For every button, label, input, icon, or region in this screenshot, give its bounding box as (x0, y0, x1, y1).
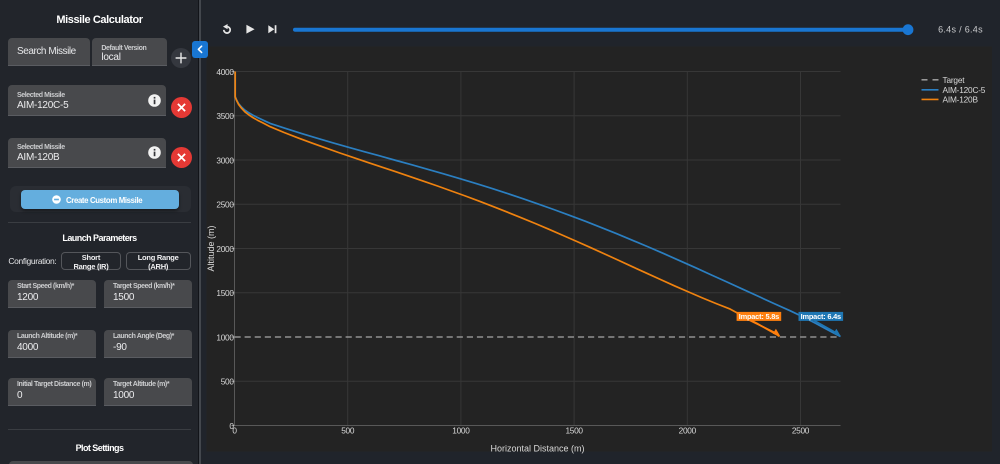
svg-text:AIM-120B: AIM-120B (943, 94, 979, 104)
svg-text:2500: 2500 (792, 425, 810, 435)
svg-text:Impact: 5.8s: Impact: 5.8s (739, 312, 779, 321)
svg-text:2000: 2000 (216, 244, 234, 254)
svg-text:Target: Target (943, 75, 966, 85)
svg-text:0: 0 (229, 421, 234, 431)
svg-text:500: 500 (221, 377, 235, 387)
svg-text:6.4s / 6.4s: 6.4s / 6.4s (938, 25, 983, 35)
svg-text:AIM-120C-5: AIM-120C-5 (943, 85, 986, 95)
svg-text:Impact: 6.4s: Impact: 6.4s (801, 312, 841, 321)
svg-text:3000: 3000 (216, 155, 234, 165)
svg-text:1000: 1000 (452, 425, 470, 435)
svg-text:Horizontal Distance (m): Horizontal Distance (m) (490, 443, 584, 453)
svg-text:0: 0 (232, 425, 237, 435)
svg-text:500: 500 (341, 425, 355, 435)
svg-text:1500: 1500 (216, 288, 234, 298)
svg-text:2000: 2000 (679, 425, 697, 435)
svg-text:2500: 2500 (216, 200, 234, 210)
svg-text:3500: 3500 (216, 111, 234, 121)
svg-text:4000: 4000 (216, 67, 234, 77)
svg-text:1000: 1000 (216, 332, 234, 342)
svg-text:Altitude (m): Altitude (m) (206, 225, 216, 271)
svg-text:1500: 1500 (565, 425, 583, 435)
